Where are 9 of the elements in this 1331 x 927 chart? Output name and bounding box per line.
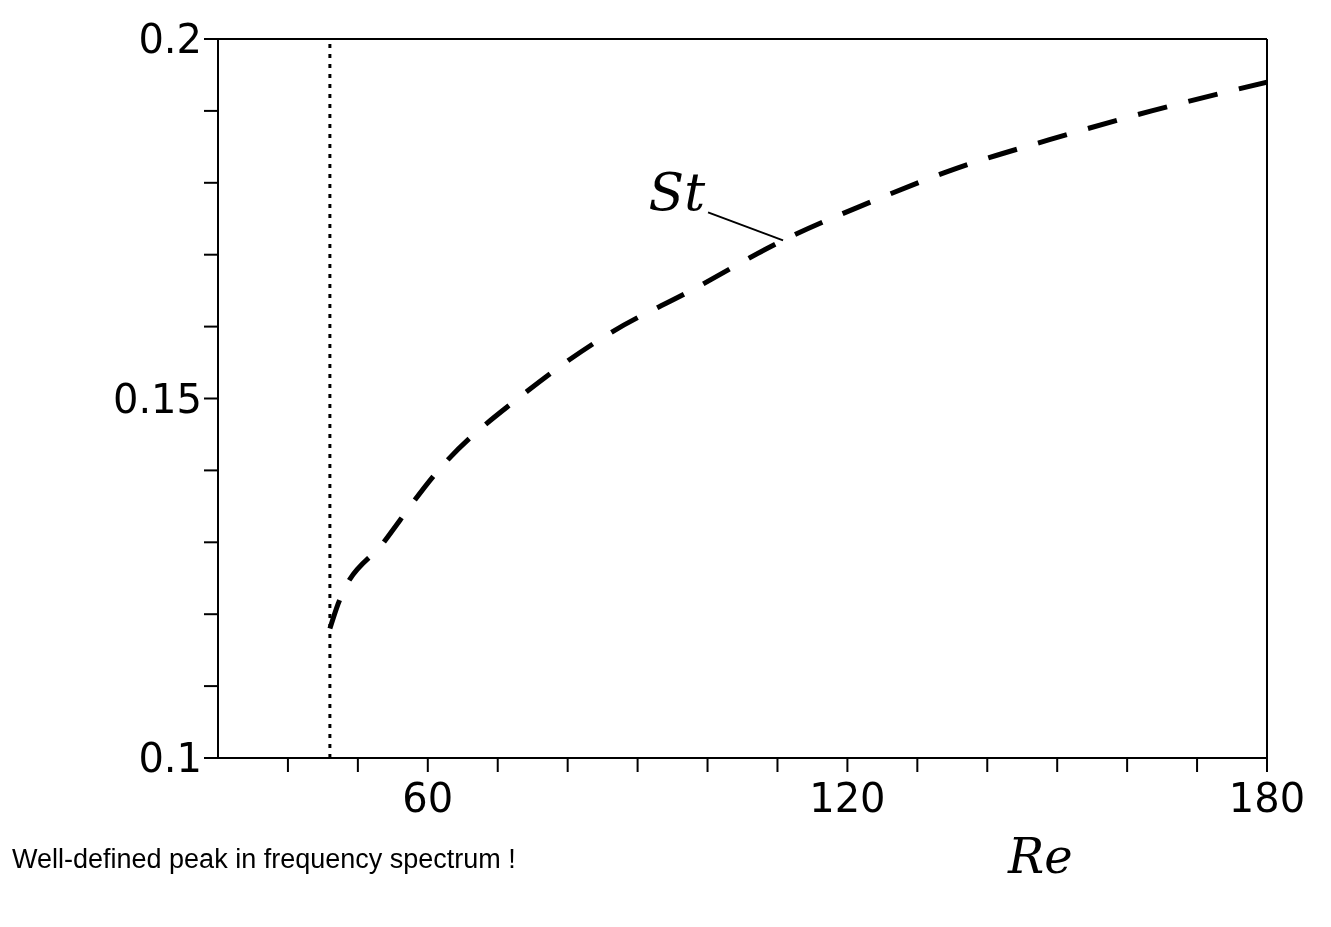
text: Well-defined peak in frequency spectrum ! (12, 844, 517, 875)
x-tick-label: 180 (1228, 775, 1306, 822)
y-tick-label: 0.2 (138, 16, 202, 63)
x-axis-title: Re (1008, 828, 1073, 884)
x-tick-label: 120 (809, 775, 886, 822)
y-tick-label: 0.15 (112, 375, 202, 422)
y-tick-label: 0.1 (138, 735, 202, 782)
annotation: St (648, 162, 706, 223)
x-tick-label: 60 (402, 775, 454, 822)
